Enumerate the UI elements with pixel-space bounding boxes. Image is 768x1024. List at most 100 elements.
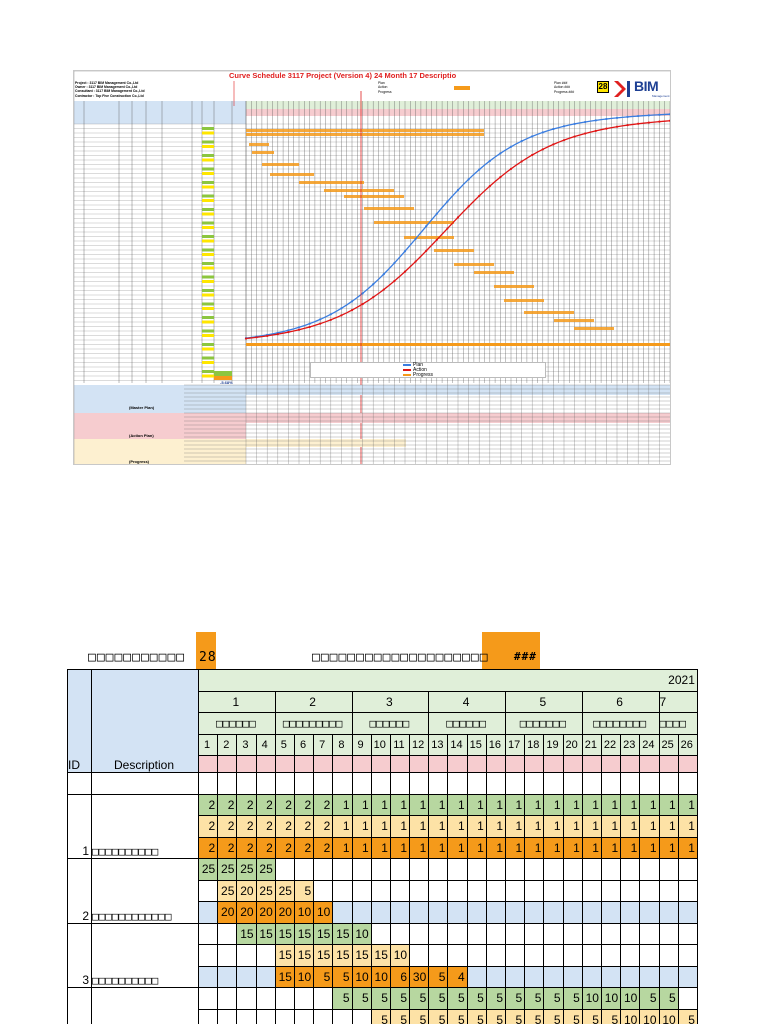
- schedule-cell: [428, 944, 449, 967]
- schedule-cell: [313, 1008, 334, 1024]
- schedule-cell: [351, 1008, 372, 1024]
- schedule-cell: 10: [389, 944, 411, 967]
- plan-point: [499, 152, 502, 155]
- schedule-detail: □□□□□□□□□□□ 28 □□□□□□□□□□□□□□□□□□□□ ### …: [0, 620, 768, 1024]
- schedule-cell: 10: [600, 987, 622, 1010]
- schedule-cell: [313, 879, 334, 902]
- task-description-cell: □□□□□□□□□□□□: [91, 858, 199, 924]
- schedule-cell: 1: [581, 815, 602, 838]
- schedule-cell: 5: [389, 1008, 411, 1024]
- schedule-cell: [524, 901, 545, 924]
- task-row-action: 15 15 15 15 15 15 10: [68, 944, 698, 967]
- band-label-progress: (Progress): [129, 459, 150, 464]
- schedule-cell: 15: [313, 944, 334, 967]
- schedule-cell: [600, 879, 622, 902]
- schedule-cell: [581, 901, 602, 924]
- spacer-cell: [274, 755, 295, 773]
- task-id-cell: 3: [67, 922, 92, 988]
- sheet-status-cell: [202, 329, 214, 333]
- spacer-cell: [466, 772, 487, 795]
- spacer-cell: [313, 755, 334, 773]
- schedule-cell: [351, 858, 372, 881]
- month-cell: 1: [198, 690, 276, 713]
- schedule-cell: 4: [447, 965, 468, 988]
- month-name-cell: □□□□□□: [351, 712, 430, 735]
- schedule-cell: [255, 1008, 276, 1024]
- schedule-cell: [313, 858, 334, 881]
- schedule-cell: [620, 858, 641, 881]
- schedule-cell: 1: [409, 815, 430, 838]
- schedule-cell: 15: [313, 922, 334, 945]
- sheet-status-cell: [202, 131, 214, 135]
- schedule-cell: [504, 858, 526, 881]
- schedule-cell: 1: [409, 836, 430, 859]
- task-description-cell: □□□□□□□□□□: [91, 922, 199, 988]
- schedule-cell: 20: [236, 901, 257, 924]
- schedule-cell: 1: [639, 836, 660, 859]
- description-header-cell: Description: [91, 669, 199, 773]
- schedule-cell: [197, 879, 219, 902]
- schedule-cell: 15: [274, 922, 295, 945]
- schedule-cell: 25: [197, 858, 219, 881]
- schedule-cell: [658, 879, 679, 902]
- sheet-status-cell: [202, 212, 214, 216]
- task-description-cell: □□□□□□□□□: [91, 987, 199, 1024]
- schedule-cell: 1: [447, 793, 468, 816]
- schedule-cell: [485, 944, 507, 967]
- plan-point: [615, 116, 619, 119]
- schedule-cell: 15: [293, 922, 315, 945]
- sheet-status-cell: [202, 280, 214, 283]
- schedule-cell: 1: [658, 815, 679, 838]
- bim-logo: BIM Management: [612, 78, 670, 100]
- action-point: [467, 205, 470, 208]
- schedule-cell: 2: [197, 836, 219, 859]
- summary-green-cell: [214, 371, 232, 376]
- schedule-cell: [677, 965, 698, 988]
- schedule-cell: [543, 922, 564, 945]
- schedule-cell: [504, 965, 526, 988]
- schedule-cell: 1: [447, 815, 468, 838]
- plan-point: [541, 131, 544, 134]
- schedule-cell: 1: [562, 815, 583, 838]
- plan-point: [403, 250, 407, 253]
- schedule-cell: [236, 944, 257, 967]
- month-cell: 7: [658, 690, 698, 713]
- schedule-cell: [466, 944, 487, 967]
- spacer-cell: [236, 755, 257, 773]
- schedule-cell: 10: [639, 1008, 660, 1024]
- schedule-cell: 1: [504, 836, 526, 859]
- spacer-cell: [389, 755, 411, 773]
- schedule-cell: 15: [332, 922, 353, 945]
- schedule-cell: 1: [351, 836, 372, 859]
- sheet-gantt-bar: [270, 173, 314, 176]
- month-name-cell: □□□□□□□□: [581, 712, 660, 735]
- action-point: [393, 279, 396, 283]
- action-point: [403, 270, 407, 273]
- legend-plan: Plan: [403, 363, 545, 368]
- action-point: [350, 309, 354, 312]
- spacer-cell: [600, 772, 622, 795]
- schedule-cell: [447, 922, 468, 945]
- day-number: 18: [524, 733, 545, 756]
- schedule-cell: [562, 965, 583, 988]
- spacer-cell: [197, 772, 219, 795]
- schedule-cell: [524, 944, 545, 967]
- day-number: 21: [581, 733, 602, 756]
- schedule-cell: [217, 987, 238, 1010]
- schedule-cell: [658, 965, 679, 988]
- task-id: 2: [82, 908, 89, 923]
- sheet-status-cell: [202, 302, 214, 306]
- band-master-left: [74, 385, 246, 413]
- schedule-cell: [409, 879, 430, 902]
- schedule-cell: [389, 879, 411, 902]
- schedule-cell: 2: [217, 815, 238, 838]
- action-point: [340, 314, 343, 317]
- id-header: ID: [68, 758, 81, 772]
- schedule-cell: 25: [255, 858, 276, 881]
- month-cell: 6: [581, 690, 660, 713]
- plan-point: [668, 113, 670, 116]
- schedule-cell: 1: [504, 815, 526, 838]
- plan-point: [456, 188, 460, 192]
- schedule-cell: [524, 879, 545, 902]
- spacer-cell: [447, 755, 468, 773]
